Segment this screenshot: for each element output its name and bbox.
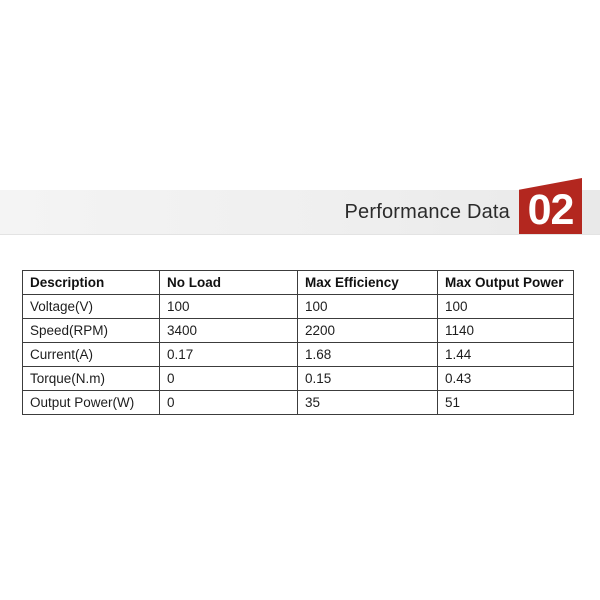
- table-cell: 51: [437, 390, 574, 415]
- table-cell: 3400: [159, 318, 298, 343]
- table-cell: 1.44: [437, 342, 574, 367]
- table-row-voltage: Voltage(V) 100 100 100: [22, 294, 574, 319]
- page-title: Performance Data: [344, 200, 510, 223]
- table-cell: 0.43: [437, 366, 574, 391]
- table-cell: 0: [159, 390, 298, 415]
- table-row-torque: Torque(N.m) 0 0.15 0.43: [22, 366, 574, 391]
- performance-data-table: Description No Load Max Efficiency Max O…: [22, 270, 574, 415]
- column-header-max-output-power: Max Output Power: [437, 270, 574, 295]
- row-label: Voltage(V): [22, 294, 160, 319]
- table-row-current: Current(A) 0.17 1.68 1.44: [22, 342, 574, 367]
- column-header-max-efficiency: Max Efficiency: [297, 270, 438, 295]
- table-cell: 100: [159, 294, 298, 319]
- table-cell: 100: [437, 294, 574, 319]
- column-header-description: Description: [22, 270, 160, 295]
- section-number-badge: 02: [519, 178, 582, 234]
- row-label: Output Power(W): [22, 390, 160, 415]
- table-cell: 0: [159, 366, 298, 391]
- table-cell: 1140: [437, 318, 574, 343]
- row-label: Speed(RPM): [22, 318, 160, 343]
- table-cell: 0.17: [159, 342, 298, 367]
- header-band: Performance Data: [0, 190, 600, 235]
- table-cell: 1.68: [297, 342, 438, 367]
- column-header-no-load: No Load: [159, 270, 298, 295]
- table-row-output-power: Output Power(W) 0 35 51: [22, 390, 574, 415]
- table-cell: 2200: [297, 318, 438, 343]
- row-label: Torque(N.m): [22, 366, 160, 391]
- section-number: 02: [527, 186, 575, 234]
- table-cell: 0.15: [297, 366, 438, 391]
- table-cell: 35: [297, 390, 438, 415]
- row-label: Current(A): [22, 342, 160, 367]
- table-row-speed: Speed(RPM) 3400 2200 1140: [22, 318, 574, 343]
- table-header-row: Description No Load Max Efficiency Max O…: [22, 270, 574, 295]
- table-cell: 100: [297, 294, 438, 319]
